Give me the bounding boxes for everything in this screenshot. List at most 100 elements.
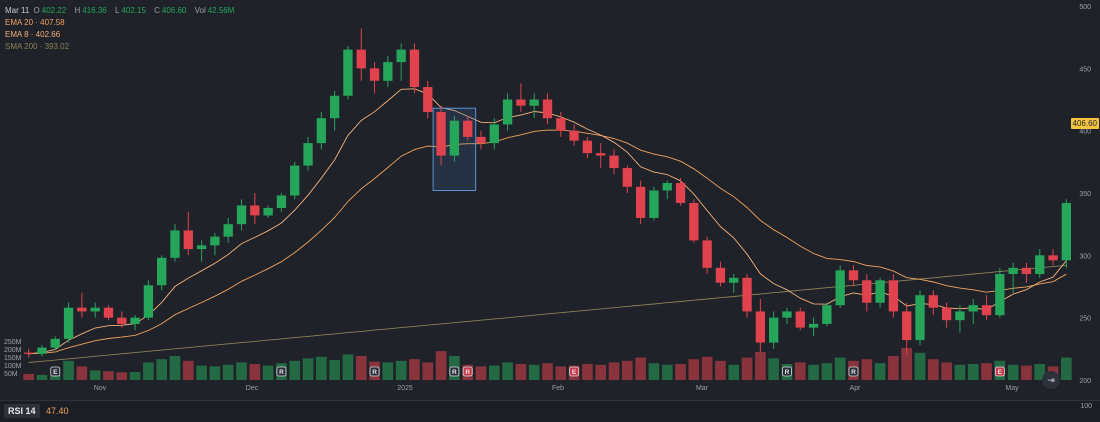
low-value: 402.15	[121, 6, 146, 15]
volume-bar	[675, 364, 686, 380]
ema20-legend[interactable]: EMA 20 · 407.58	[5, 18, 65, 27]
volume-bar	[475, 366, 487, 380]
volume-bar	[1007, 364, 1019, 380]
volume-bar	[182, 360, 194, 380]
candle-body	[1048, 255, 1058, 261]
event-marker-badge	[848, 366, 859, 377]
y-tick-label: 450	[1079, 66, 1091, 73]
event-marker-rating: R	[449, 366, 460, 377]
volume-bar	[262, 365, 274, 380]
volume-bar	[595, 364, 607, 380]
ema8-legend[interactable]: EMA 8 · 402.66	[5, 30, 61, 39]
volume-bar	[954, 364, 966, 380]
candle-body	[902, 311, 912, 341]
candle-body	[782, 311, 792, 318]
candle-body	[596, 153, 606, 156]
candle-body	[356, 49, 366, 69]
skip-to-end-icon[interactable]: ⇥	[1042, 371, 1060, 389]
volume-bar	[302, 358, 314, 380]
volume-bar	[608, 362, 620, 380]
candle-body	[888, 280, 899, 312]
candle-body	[157, 257, 167, 286]
volume-bar	[861, 359, 873, 380]
volume-bar	[701, 356, 713, 380]
candle-body	[183, 230, 193, 250]
high-key: H	[74, 6, 81, 15]
y-tick-label: 400	[1079, 129, 1091, 136]
close-value: 406.60	[161, 6, 187, 15]
legend-date: Mar 11	[5, 6, 30, 15]
volume-bar	[488, 365, 500, 380]
candle-body	[808, 323, 819, 328]
candle-body	[529, 99, 539, 106]
event-marker-label: R	[372, 369, 377, 376]
candle-body	[968, 305, 978, 312]
volume-bar	[196, 365, 207, 380]
candle-body	[755, 311, 766, 343]
event-marker-earnings: E	[569, 366, 580, 377]
candlestick-chart[interactable]: 500 450 400 350 300 250 200 250M200M150M100M50M…	[0, 0, 1100, 400]
volume-bar	[103, 371, 114, 380]
rsi-axis-tick: 100	[1080, 403, 1092, 410]
volume-bar	[874, 363, 886, 380]
event-marker-badge	[994, 366, 1005, 377]
volume-bar	[502, 362, 513, 380]
rsi-label[interactable]: RSI 14	[4, 404, 40, 418]
event-marker-badge	[782, 366, 792, 377]
candle-body	[502, 99, 513, 125]
chart-legend: Mar 11 O 402.22 H 416.36 L 402.15 C 406.60 V…	[5, 5, 240, 53]
candle-body	[489, 124, 499, 144]
event-marker-rating: R	[276, 366, 287, 377]
volume-bar	[342, 354, 354, 380]
volume-bar	[76, 366, 88, 380]
candle-body	[476, 136, 486, 144]
candle-body	[63, 307, 74, 339]
volume-bar	[981, 363, 992, 380]
candle-body	[702, 240, 712, 268]
volume-tick-label: 150M	[4, 355, 22, 362]
high-value: 416.36	[82, 6, 107, 15]
event-marker-label: R	[785, 369, 790, 376]
candle-body	[276, 195, 287, 208]
volume-bar	[688, 359, 700, 380]
event-marker-label: R	[851, 369, 856, 376]
event-marker-rating: R	[369, 366, 380, 377]
candle-body	[822, 305, 832, 324]
volume-bar	[316, 356, 327, 380]
rsi-pane: RSI 14 47.40 100	[0, 400, 1100, 422]
candle-body	[915, 295, 925, 341]
volume-bar	[821, 363, 833, 380]
candle-body	[130, 317, 140, 324]
volume-bar	[768, 358, 779, 380]
volume-tick-label: 250M	[4, 339, 22, 346]
candle-body	[1061, 202, 1072, 261]
candle-body	[542, 99, 553, 119]
candle-body	[343, 49, 353, 96]
volume-bar	[329, 360, 340, 380]
volume-bar	[1061, 357, 1072, 380]
candle-body	[928, 295, 938, 308]
candle-body	[835, 270, 845, 306]
last-price-tag: 406.60	[1070, 118, 1099, 129]
volume-bar	[888, 356, 899, 380]
ohlc-row: Mar 11 O 402.22 H 416.36 L 402.15 C 406.60 V…	[5, 5, 240, 17]
volume-bar	[236, 362, 247, 380]
volume-bar	[382, 362, 394, 380]
y-tick-label: 200	[1079, 378, 1091, 385]
y-tick-label: 300	[1079, 253, 1091, 260]
sma200-legend[interactable]: SMA 200 · 393.02	[5, 42, 70, 51]
candle-body	[210, 236, 220, 246]
candle-body	[875, 280, 885, 303]
volume-bar	[635, 357, 646, 380]
candle-body	[516, 99, 526, 106]
volume-bar	[1021, 365, 1032, 380]
volume-bar	[555, 366, 567, 380]
candle-body	[981, 305, 992, 316]
close-key: C	[154, 6, 160, 15]
x-tick-label: May	[1005, 385, 1019, 392]
candle-body	[635, 186, 646, 218]
volume-bar	[794, 362, 806, 380]
candle-body	[862, 280, 872, 303]
volume-bar	[914, 352, 926, 380]
event-marker-badge	[369, 366, 380, 377]
